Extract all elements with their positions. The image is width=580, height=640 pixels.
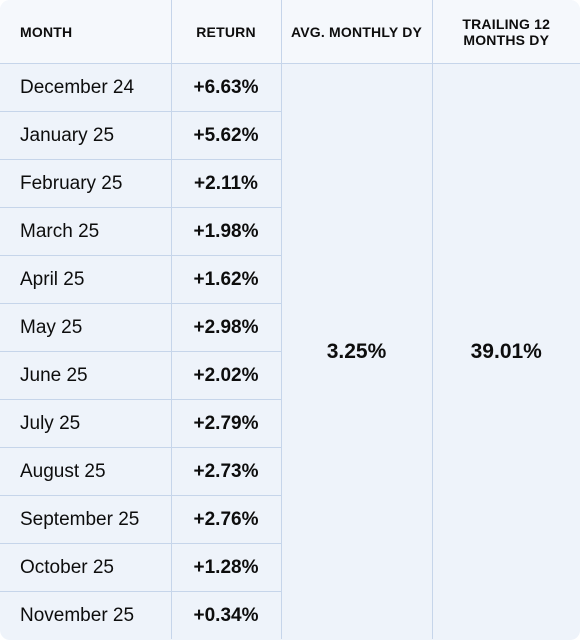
month-cell: November 25 [0,591,171,639]
month-cell: March 25 [0,207,171,256]
month-cell: April 25 [0,255,171,304]
return-cell: +1.98% [170,207,281,256]
return-cell: +2.98% [170,303,281,352]
table-row: December 24 +6.63% 3.25% 39.01% [0,63,580,639]
return-cell: +2.79% [170,399,281,448]
table-row: May 25 +2.98% [0,303,580,352]
table-row: April 25 +1.62% [0,255,580,304]
header-trailing-12-months-dy: TRAILING 12 MONTHS DY [431,0,580,64]
return-cell: +2.73% [170,447,281,496]
header-row: MONTH RETURN AVG. MONTHLY DY TRAILING 12… [0,0,580,64]
month-cell: May 25 [0,303,171,352]
table-row: February 25 +2.11% [0,159,580,208]
table-row: June 25 +2.02% [0,351,580,400]
month-cell: September 25 [0,495,171,544]
table-row: October 25 +1.28% [0,543,580,592]
table-row: September 25 +2.76% [0,495,580,544]
avg-monthly-dy-value: 3.25% [280,63,432,639]
return-cell: +2.11% [170,159,281,208]
month-cell: October 25 [0,543,171,592]
table-body: December 24 +6.63% 3.25% 39.01% January … [0,63,580,639]
header-return: RETURN [170,0,281,64]
return-cell: +1.28% [170,543,281,592]
month-cell: August 25 [0,447,171,496]
table-row: August 25 +2.73% [0,447,580,496]
month-cell: February 25 [0,159,171,208]
table-header: MONTH RETURN AVG. MONTHLY DY TRAILING 12… [0,0,580,64]
trailing-12-months-dy-value: 39.01% [431,63,580,639]
header-avg-monthly-dy: AVG. MONTHLY DY [280,0,432,64]
table-row: March 25 +1.98% [0,207,580,256]
month-cell: December 24 [20,76,135,98]
return-cell: +2.76% [170,495,281,544]
month-cell: July 25 [0,399,171,448]
table-row: January 25 +5.62% [0,111,580,160]
return-cell: +2.02% [170,351,281,400]
header-month: MONTH [0,0,171,64]
month-cell: January 25 [0,111,171,160]
return-cell: +0.34% [170,591,281,639]
return-cell: +6.63% [170,63,281,112]
table-row: July 25 +2.79% [0,399,580,448]
return-cell: +1.62% [170,255,281,304]
month-cell: June 25 [0,351,171,400]
return-cell: +5.62% [170,111,281,160]
table-row: November 25 +0.34% [0,591,580,639]
